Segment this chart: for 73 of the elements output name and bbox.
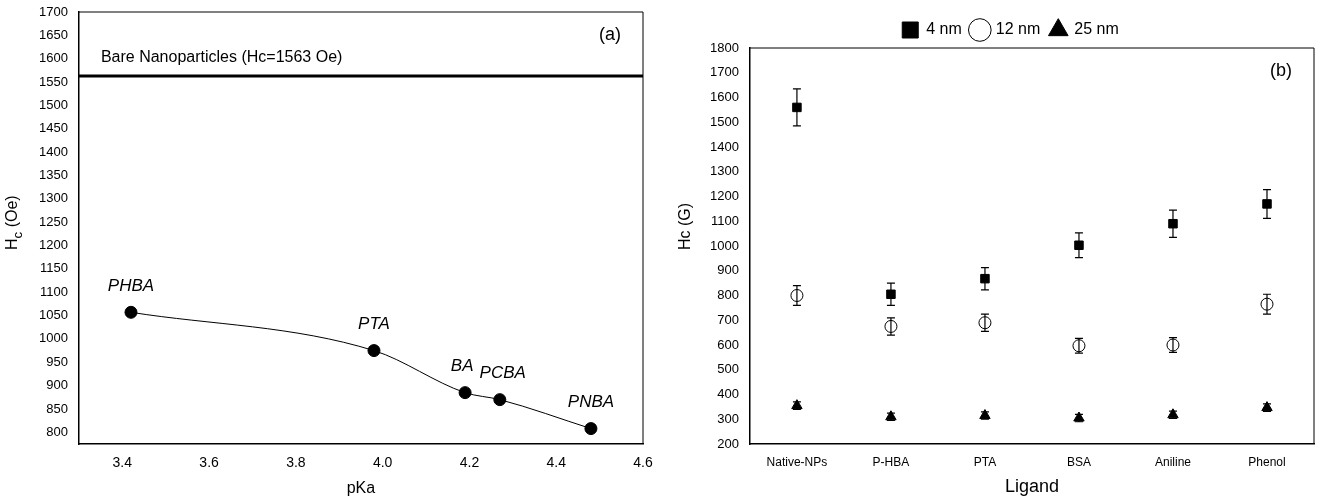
legend-label: 12 nm xyxy=(995,20,1041,38)
y-tick-label: 1700 xyxy=(710,64,739,80)
point xyxy=(367,344,381,358)
x-tick-label: 4.0 xyxy=(372,454,393,471)
y-tick-label: 500 xyxy=(717,361,739,377)
x-tick-label: PTA xyxy=(973,454,997,469)
y-tick-label: 200 xyxy=(717,435,739,451)
y-tick-label: 1500 xyxy=(710,113,739,129)
point xyxy=(1074,240,1084,250)
x-tick-label: 3.6 xyxy=(199,454,220,471)
x-tick-label: P-HBA xyxy=(872,454,910,469)
legend-label: 25 nm xyxy=(1074,20,1119,38)
y-tick-label: 1200 xyxy=(39,237,68,253)
y-tick-label: 1300 xyxy=(710,163,739,179)
x-tick-label: 4.4 xyxy=(546,454,567,471)
y-tick-label: 1300 xyxy=(39,190,68,206)
y-tick-label: 1250 xyxy=(39,213,68,229)
legend-label: 4 nm xyxy=(926,20,962,38)
annotation: BA xyxy=(450,355,474,375)
x-tick-label: 4.6 xyxy=(633,454,653,471)
point xyxy=(584,422,598,436)
y-tick-label: 800 xyxy=(717,287,739,303)
x-tick-label: Phenol xyxy=(1248,454,1286,469)
x-axis-title: Ligand xyxy=(1004,476,1059,497)
annotation: (b) xyxy=(1270,59,1292,80)
point xyxy=(493,393,507,407)
y-axis-title: Hc (G) xyxy=(676,202,694,250)
point xyxy=(1168,218,1178,229)
y-tick-label: 1600 xyxy=(710,89,739,105)
y-tick-label: 1150 xyxy=(39,260,68,276)
annotation: PNBA xyxy=(567,391,615,411)
point xyxy=(458,386,472,400)
y-tick-label: 300 xyxy=(717,410,739,426)
y-tick-label: 1100 xyxy=(39,283,68,299)
y-tick-label: 850 xyxy=(46,400,68,416)
x-tick-label: Native-NPs xyxy=(766,454,828,469)
y-tick-label: 600 xyxy=(717,336,739,352)
y-tick-label: 1200 xyxy=(710,188,739,204)
point xyxy=(886,289,896,300)
y-tick-label: 1400 xyxy=(39,143,68,159)
annotation: (a) xyxy=(599,23,621,44)
y-tick-label: 1600 xyxy=(39,50,68,66)
point xyxy=(980,273,990,284)
x-tick-label: 4.2 xyxy=(459,454,480,471)
y-tick-label: 1450 xyxy=(39,120,68,136)
y-tick-label: 1550 xyxy=(39,73,68,89)
y-tick-label: 400 xyxy=(717,386,739,402)
y-tick-label: 1000 xyxy=(39,330,68,346)
y-tick-label: 900 xyxy=(717,262,739,278)
y-tick-label: 1800 xyxy=(710,39,739,55)
x-axis-title: pKa xyxy=(346,478,376,496)
y-tick-label: 1400 xyxy=(710,138,739,154)
y-tick-label: 700 xyxy=(717,311,739,327)
y-tick-label: 1350 xyxy=(39,167,68,183)
point xyxy=(124,305,138,319)
x-tick-label: BSA xyxy=(1066,454,1091,469)
ref-line-label: Bare Nanoparticles (Hc=1563 Oe) xyxy=(100,48,343,66)
x-tick-label: 3.8 xyxy=(286,454,306,471)
y-tick-label: 1100 xyxy=(710,212,739,228)
y-tick-label: 1500 xyxy=(39,96,68,112)
point xyxy=(1262,199,1272,209)
y-tick-label: 1050 xyxy=(39,307,68,323)
x-tick-label: Aniline xyxy=(1154,454,1192,469)
annotation: PTA xyxy=(358,313,390,333)
y-tick-label: 1000 xyxy=(710,237,739,253)
x-tick-label: 3.4 xyxy=(112,454,133,471)
annotation: PCBA xyxy=(479,362,526,382)
y-tick-label: 900 xyxy=(46,377,68,393)
y-tick-label: 1650 xyxy=(39,26,68,42)
y-tick-label: 800 xyxy=(46,423,68,439)
annotation: PHBA xyxy=(107,275,155,295)
y-tick-label: 1700 xyxy=(39,3,68,19)
y-tick-label: 950 xyxy=(46,353,68,369)
